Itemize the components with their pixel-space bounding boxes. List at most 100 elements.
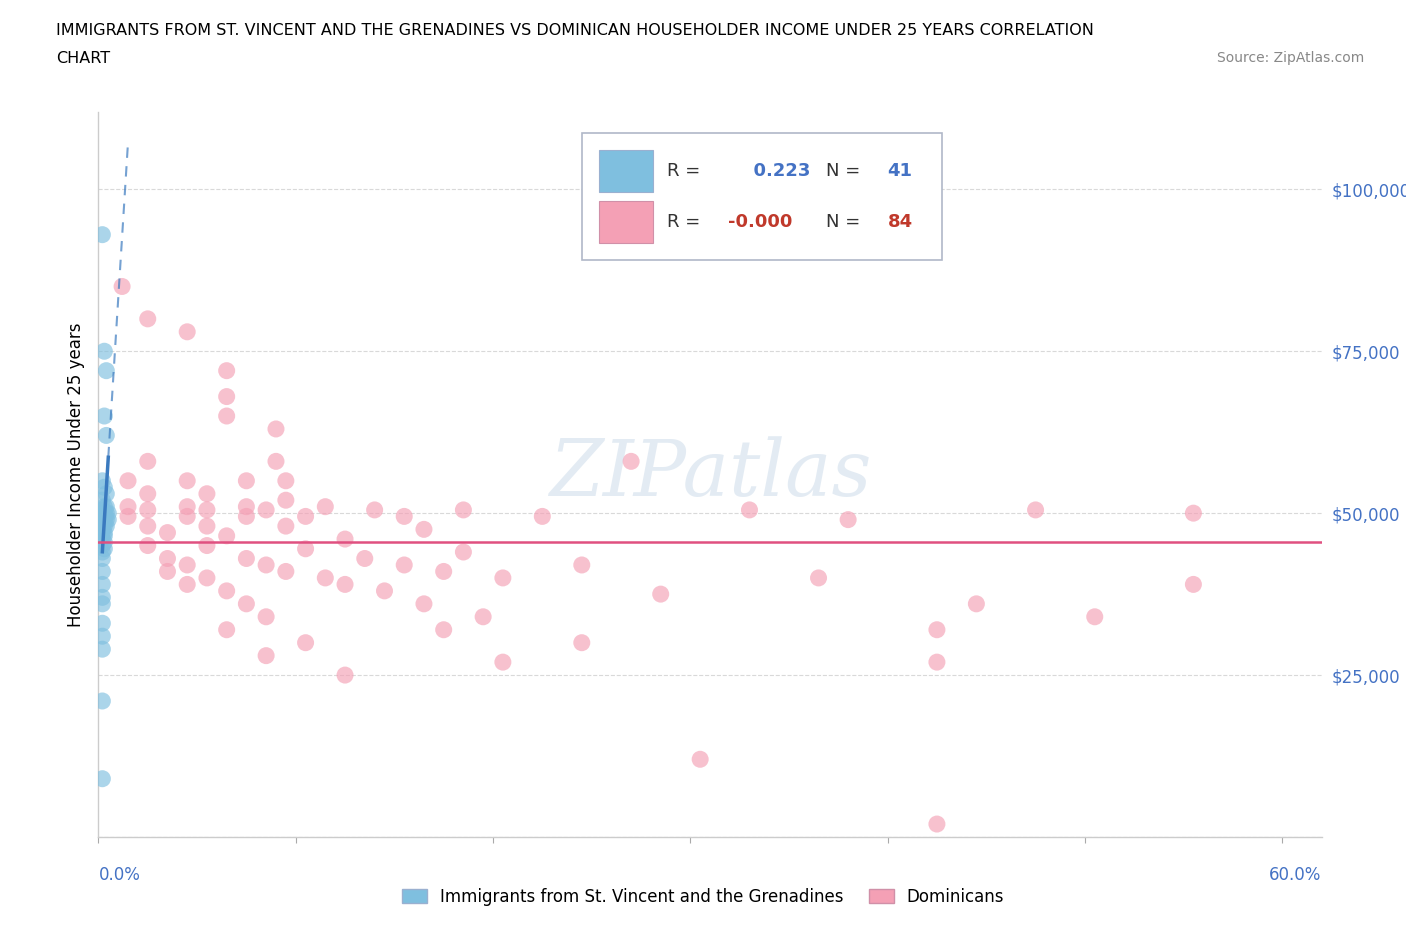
Point xyxy=(91,551,114,566)
Text: R =: R = xyxy=(668,162,700,180)
Point xyxy=(156,551,179,566)
Point xyxy=(333,668,356,683)
Point xyxy=(176,325,198,339)
Point xyxy=(215,408,238,423)
Point xyxy=(96,364,118,379)
Point xyxy=(91,493,114,508)
Point xyxy=(925,655,948,670)
Point xyxy=(195,570,218,585)
Text: CHART: CHART xyxy=(56,51,110,66)
Point xyxy=(93,408,115,423)
Point xyxy=(91,502,114,517)
Text: R =: R = xyxy=(668,213,700,231)
Point xyxy=(650,587,672,602)
Text: 41: 41 xyxy=(887,162,912,180)
Point xyxy=(195,538,218,553)
Point xyxy=(274,519,297,534)
Point xyxy=(136,502,159,517)
Point xyxy=(215,389,238,404)
Point xyxy=(453,502,475,517)
Point xyxy=(1025,502,1047,517)
Point xyxy=(433,564,456,578)
Point xyxy=(807,570,830,585)
Point xyxy=(620,454,643,469)
Point xyxy=(91,509,114,524)
Point xyxy=(91,515,114,530)
Text: -0.000: -0.000 xyxy=(728,213,793,231)
Point xyxy=(195,486,218,501)
Text: IMMIGRANTS FROM ST. VINCENT AND THE GRENADINES VS DOMINICAN HOUSEHOLDER INCOME U: IMMIGRANTS FROM ST. VINCENT AND THE GREN… xyxy=(56,23,1094,38)
Point xyxy=(176,558,198,573)
Point xyxy=(91,545,114,560)
Point xyxy=(96,499,118,514)
Point xyxy=(93,535,115,550)
Point xyxy=(363,502,385,517)
Point xyxy=(91,771,114,786)
Point xyxy=(274,473,297,488)
Point xyxy=(117,499,139,514)
Point xyxy=(274,564,297,578)
Point xyxy=(837,512,859,527)
Point xyxy=(195,519,218,534)
Point xyxy=(353,551,375,566)
Point xyxy=(91,694,114,709)
Text: 0.0%: 0.0% xyxy=(98,866,141,884)
Point xyxy=(97,512,120,527)
Text: N =: N = xyxy=(827,213,860,231)
FancyBboxPatch shape xyxy=(582,133,942,260)
Point xyxy=(176,577,198,591)
Point xyxy=(235,509,257,524)
Point xyxy=(531,509,554,524)
Point xyxy=(136,312,159,326)
Point xyxy=(176,509,198,524)
Point xyxy=(413,596,436,611)
Text: ZIPatlas: ZIPatlas xyxy=(548,436,872,512)
Point xyxy=(93,519,115,534)
Point xyxy=(215,364,238,379)
Point xyxy=(96,519,118,534)
Point xyxy=(294,541,316,556)
Point xyxy=(235,551,257,566)
Point xyxy=(156,525,179,540)
Point xyxy=(195,502,218,517)
Point xyxy=(136,454,159,469)
Point xyxy=(91,532,114,547)
Point xyxy=(254,609,277,624)
Point xyxy=(314,570,336,585)
Point xyxy=(96,428,118,443)
Point xyxy=(96,486,118,501)
Point xyxy=(91,642,114,657)
Point xyxy=(689,751,711,766)
Point xyxy=(235,473,257,488)
Point xyxy=(274,493,297,508)
Text: N =: N = xyxy=(827,162,860,180)
Point xyxy=(215,528,238,543)
Point xyxy=(264,454,287,469)
Point xyxy=(235,596,257,611)
Point xyxy=(93,506,115,521)
Point xyxy=(93,541,115,556)
Point xyxy=(215,622,238,637)
Point xyxy=(91,590,114,604)
Text: 84: 84 xyxy=(887,213,912,231)
Point xyxy=(176,473,198,488)
Point xyxy=(333,577,356,591)
Point xyxy=(96,506,118,521)
Point xyxy=(117,509,139,524)
Point xyxy=(93,344,115,359)
Point xyxy=(314,499,336,514)
Text: 0.223: 0.223 xyxy=(741,162,810,180)
Point xyxy=(91,564,114,578)
Point xyxy=(97,506,120,521)
Point xyxy=(93,528,115,543)
Point xyxy=(91,629,114,644)
Point xyxy=(91,538,114,553)
Point xyxy=(492,655,515,670)
Point xyxy=(1182,506,1205,521)
Point xyxy=(294,509,316,524)
Point xyxy=(392,509,416,524)
Point xyxy=(96,512,118,527)
Point xyxy=(215,583,238,598)
Point xyxy=(571,558,593,573)
Point xyxy=(91,227,114,242)
